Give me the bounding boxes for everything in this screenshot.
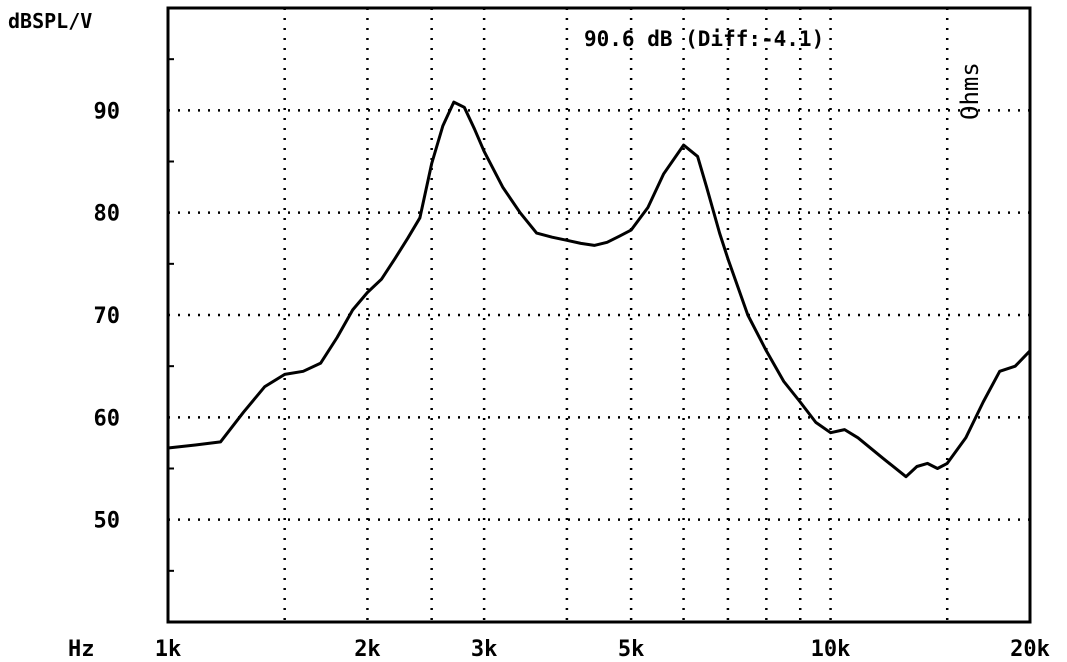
y-tick-label: 60: [94, 406, 121, 431]
x-tick-label: 5k: [618, 637, 645, 662]
y-minor-ticks: [168, 58, 174, 572]
ohms-axis-label: Ohms: [956, 62, 984, 120]
y-tick-label: 50: [94, 509, 121, 534]
y-axis-label: dBSPL/V: [8, 9, 92, 33]
grid-lines: [168, 8, 1030, 622]
y-tick-label: 80: [94, 202, 121, 227]
series-line: [167, 100, 1032, 479]
x-tick-label: 20k: [1010, 637, 1050, 662]
plot-frame: [166, 6, 1032, 624]
x-tick-label: 2k: [354, 637, 381, 662]
sensitivity-annotation: 90.6 dB (Diff:-4.1): [584, 27, 824, 51]
x-tick-label: 1k: [155, 637, 182, 662]
x-tick-label: 10k: [811, 637, 851, 662]
x-tick-label: 3k: [471, 637, 498, 662]
x-tick-labels: 1k 2k 3k 5k 10k 20k: [155, 637, 1050, 662]
x-axis-label: Hz: [68, 637, 95, 662]
y-tick-label: 70: [94, 304, 121, 329]
y-tick-labels: 50 60 70 80 90: [94, 99, 121, 533]
y-tick-label: 90: [94, 99, 121, 124]
